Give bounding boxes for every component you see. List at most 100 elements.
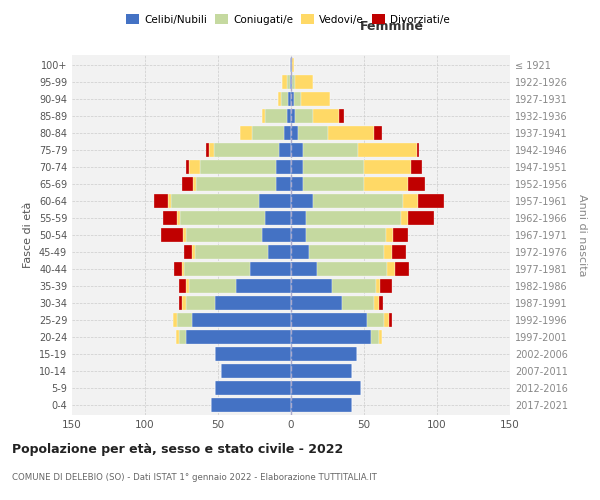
Bar [376,279,380,293]
Bar [388,262,395,276]
Bar [408,177,425,191]
Bar [291,228,305,242]
Bar [313,194,403,208]
Bar [251,126,284,140]
Bar [189,160,200,174]
Bar [302,177,364,191]
Bar [184,262,250,276]
Bar [277,160,291,174]
Bar [278,92,281,106]
Bar [291,313,367,327]
Bar [154,194,169,208]
Bar [291,160,302,174]
Bar [215,347,291,361]
Bar [186,160,189,174]
Bar [389,313,392,327]
Bar [206,143,209,157]
Bar [305,211,401,225]
Bar [291,58,292,72]
Bar [371,330,379,344]
Bar [262,109,265,123]
Text: Popolazione per età, sesso e stato civile - 2022: Popolazione per età, sesso e stato civil… [12,442,343,456]
Bar [163,211,177,225]
Y-axis label: Fasce di età: Fasce di età [23,202,33,268]
Bar [200,160,277,174]
Bar [401,211,408,225]
Bar [186,279,189,293]
Bar [292,75,295,89]
Bar [196,177,277,191]
Bar [302,143,358,157]
Bar [236,279,291,293]
Bar [367,313,385,327]
Bar [209,143,214,157]
Y-axis label: Anni di nascita: Anni di nascita [577,194,587,276]
Bar [374,296,379,310]
Bar [265,211,291,225]
Bar [277,177,291,191]
Bar [291,279,332,293]
Bar [291,211,305,225]
Bar [374,126,382,140]
Bar [268,245,291,259]
Bar [262,228,291,242]
Bar [215,381,291,395]
Bar [182,177,193,191]
Bar [180,211,265,225]
Bar [328,126,374,140]
Bar [179,296,182,310]
Bar [379,296,383,310]
Bar [291,262,317,276]
Bar [189,279,236,293]
Bar [250,262,291,276]
Bar [292,58,294,72]
Bar [177,313,192,327]
Bar [291,75,292,89]
Bar [386,228,393,242]
Bar [171,194,259,208]
Bar [186,296,215,310]
Bar [177,211,180,225]
Bar [280,143,291,157]
Bar [240,126,251,140]
Bar [416,143,419,157]
Bar [179,279,186,293]
Bar [259,194,291,208]
Bar [291,347,356,361]
Bar [305,228,386,242]
Bar [291,92,294,106]
Bar [169,194,171,208]
Bar [211,398,291,412]
Bar [192,245,194,259]
Bar [291,143,302,157]
Bar [291,330,371,344]
Bar [291,245,308,259]
Bar [186,330,291,344]
Bar [291,194,313,208]
Bar [290,58,291,72]
Bar [403,194,418,208]
Bar [173,313,177,327]
Bar [281,92,288,106]
Bar [291,109,295,123]
Bar [176,330,179,344]
Bar [317,262,388,276]
Bar [393,228,408,242]
Bar [291,364,352,378]
Bar [408,211,434,225]
Bar [385,245,392,259]
Bar [418,194,444,208]
Bar [291,381,361,395]
Bar [192,313,291,327]
Bar [284,126,291,140]
Bar [339,109,344,123]
Bar [295,75,313,89]
Bar [379,330,382,344]
Bar [214,143,280,157]
Bar [291,177,302,191]
Bar [287,109,291,123]
Bar [288,92,291,106]
Bar [295,109,313,123]
Bar [364,160,411,174]
Bar [364,177,408,191]
